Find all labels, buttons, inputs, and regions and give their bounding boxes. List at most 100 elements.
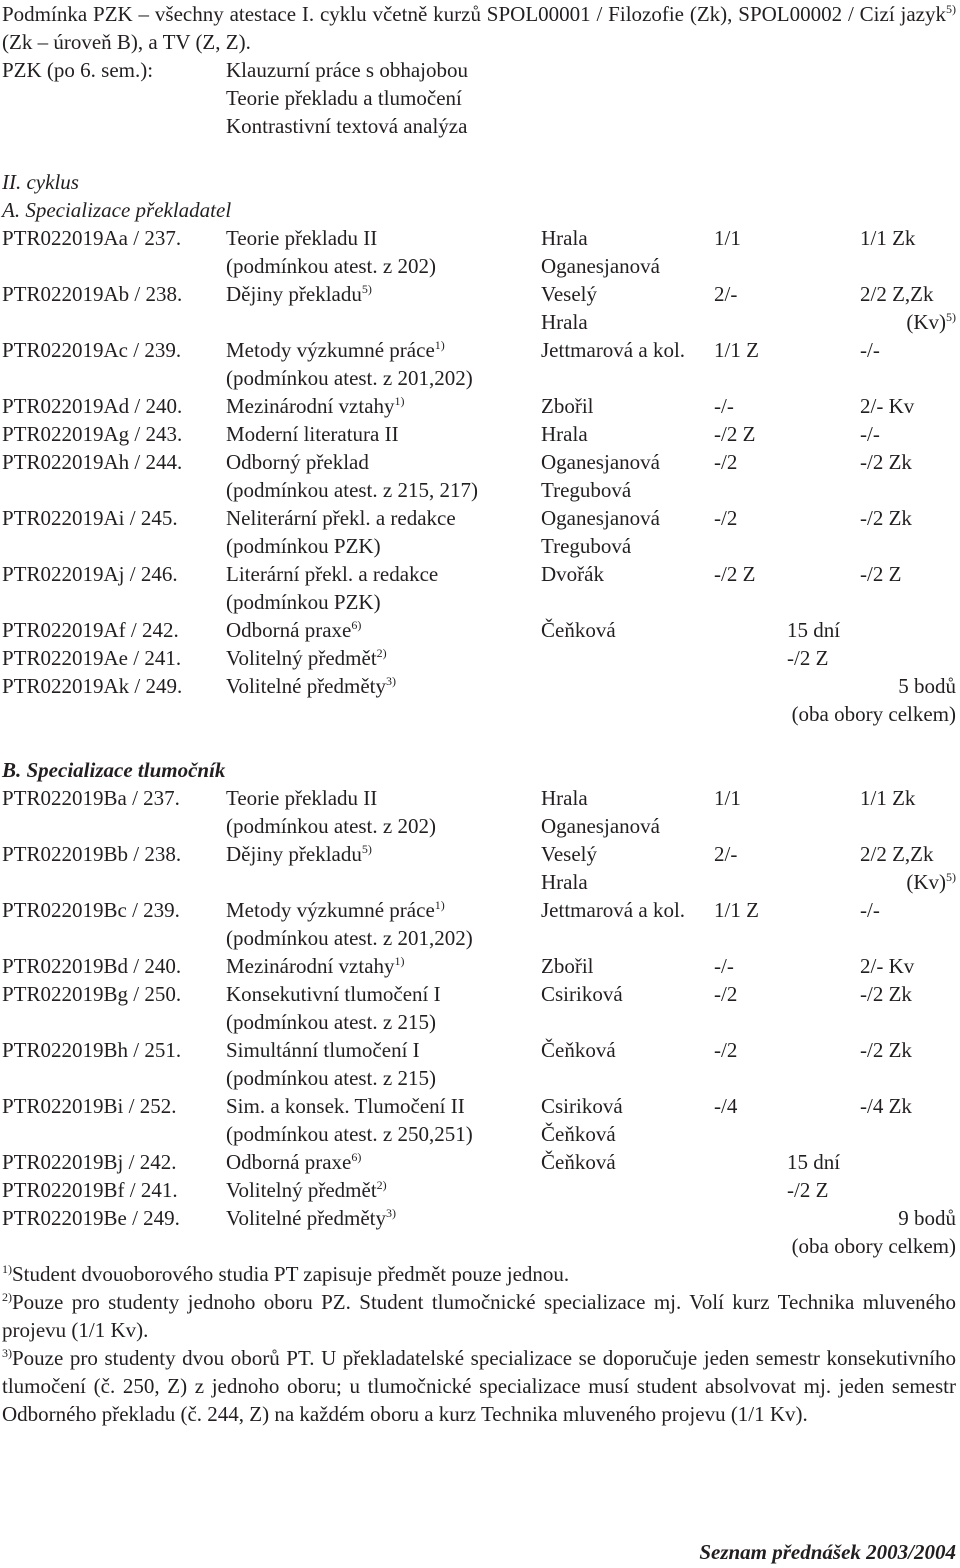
intro: Podmínka PZK – všechny atestace I. cyklu… (2, 0, 956, 56)
course-code: PTR022019Bg / 250. (2, 980, 181, 1008)
credit-text: 1/1 Zk (860, 786, 916, 810)
pzk-label: PZK (po 6. sem.): (2, 56, 153, 84)
teacher: Csiriková (541, 980, 623, 1008)
course-row: PTR022019Ai / 245. Neliterární překl. a r… (2, 504, 956, 560)
superscript: 1) (394, 954, 405, 968)
course-condition: (podmínkou PZK) (226, 532, 381, 560)
teacher-text: Hrala (541, 422, 588, 446)
hours-text: -/- (714, 394, 734, 418)
course-code: PTR022019Be / 249. (2, 1204, 180, 1232)
course-condition-text: (podmínkou atest. z 202) (226, 254, 436, 278)
hours: -/2 (714, 980, 737, 1008)
course-name: Metody výzkumné práce1) (226, 336, 445, 364)
course-condition: (podmínkou atest. z 215) (226, 1008, 436, 1036)
credit: 2/- Kv (860, 952, 914, 980)
teacher: Oganesjanová (541, 252, 660, 280)
course-row: PTR022019Bf / 241. Volitelný předmět2) -/2… (2, 1176, 956, 1204)
course-name-text: Moderní literatura II (226, 422, 399, 446)
course-code: PTR022019Ai / 245. (2, 504, 178, 532)
credit-mid: 15 dní (787, 616, 840, 644)
course-code: PTR022019Bb / 238. (2, 840, 181, 868)
superscript: 3) (2, 1346, 12, 1360)
credit: -/- (860, 336, 880, 364)
teacher: Hrala (541, 420, 588, 448)
credit-mid-text: -/2 Z (787, 1178, 829, 1202)
course-code: PTR022019Aa / 237. (2, 224, 181, 252)
superscript: 6) (351, 618, 362, 632)
teacher-text: Zbořil (541, 954, 594, 978)
course-row: PTR022019Bd / 240. Mezinárodní vztahy1) Zb… (2, 952, 956, 980)
course-code-text: PTR022019Ag / 243. (2, 422, 183, 446)
course-row: PTR022019Ab / 238. Dějiny překladu5) Vesel… (2, 280, 956, 336)
superscript: 5) (946, 2, 956, 16)
course-code-text: PTR022019Ah / 244. (2, 450, 183, 474)
course-name: Odborná praxe6) (226, 616, 361, 644)
course-code: PTR022019Ab / 238. (2, 280, 182, 308)
teacher-text: Čeňková (541, 618, 616, 642)
course-row: PTR022019Af / 242. Odborná praxe6) Čeňková… (2, 616, 956, 644)
course-name-text: Odborná praxe (226, 618, 352, 642)
credit-total-text: (oba obory celkem) (791, 702, 956, 726)
hours: 1/1 Z (714, 336, 759, 364)
credit: -/2 Zk (860, 980, 912, 1008)
cycle: II. cyklus (2, 168, 956, 196)
credit-note-text: (Kv) (906, 870, 946, 894)
credit-text: 2/- Kv (860, 394, 915, 418)
course-row: PTR022019Bg / 250. Konsekutivní tlumočení… (2, 980, 956, 1036)
teacher-text: Čeňková (541, 1150, 616, 1174)
hours: -/2 Z (714, 420, 755, 448)
teacher: Hrala (541, 784, 588, 812)
course-condition-text: (podmínkou atest. z 201,202) (226, 366, 473, 390)
teacher: Zbořil (541, 952, 594, 980)
course-condition-text: (podmínkou atest. z 201,202) (226, 926, 473, 950)
superscript: 1) (434, 898, 445, 912)
credit-text: -/2 Zk (860, 1038, 912, 1062)
footnote: 3)Pouze pro studenty dvou oborů PT. U př… (2, 1344, 956, 1428)
credit-note: (Kv)5) (906, 868, 956, 896)
hours: -/2 Z (714, 560, 755, 588)
course-condition: (podmínkou atest. z 201,202) (226, 364, 473, 392)
superscript: 5) (361, 842, 372, 856)
superscript: 5) (361, 282, 372, 296)
course-code: PTR022019Ak / 249. (2, 672, 182, 700)
course-code: PTR022019Bi / 252. (2, 1092, 176, 1120)
credit-total: 9 bodů (898, 1204, 956, 1232)
credit-text: 2/2 Z,Zk (860, 282, 934, 306)
course-name: Mezinárodní vztahy1) (226, 952, 405, 980)
course-code: PTR022019Ae / 241. (2, 644, 181, 672)
course-name: Dějiny překladu5) (226, 840, 372, 868)
course-name: Metody výzkumné práce1) (226, 896, 445, 924)
intro-paragraph: Podmínka PZK – všechny atestace I. cyklu… (2, 0, 956, 56)
course-row: PTR022019Bc / 239. Metody výzkumné práce1… (2, 896, 956, 952)
pzk: PZK (po 6. sem.): Klauzurní práce s obhaj… (2, 56, 956, 140)
course-code-text: PTR022019Ba / 237. (2, 786, 180, 810)
course-row: PTR022019Bb / 238. Dějiny překladu5) Vesel… (2, 840, 956, 896)
course-name-text: Konsekutivní tlumočení I (226, 982, 441, 1006)
course-name-text: Teorie překladu II (226, 226, 378, 250)
course-condition-text: (podmínkou atest. z 215) (226, 1066, 436, 1090)
credit-text: -/- (860, 898, 880, 922)
teacher-text: Hrala (541, 870, 588, 894)
hours-text: -/2 Z (714, 422, 756, 446)
course-row: PTR022019Ac / 239. Metody výzkumné práce1… (2, 336, 956, 392)
credit-text: -/- (860, 338, 880, 362)
course-name-text: Dějiny překladu (226, 282, 362, 306)
course-code-text: PTR022019Af / 242. (2, 618, 179, 642)
course-code: PTR022019Af / 242. (2, 616, 179, 644)
credit-text: 1/1 Zk (860, 226, 916, 250)
course-condition: (podmínkou atest. z 201,202) (226, 924, 473, 952)
superscript: 1) (394, 394, 405, 408)
hours-text: 1/1 (714, 226, 741, 250)
credit: -/- (860, 420, 880, 448)
hours-text: -/- (714, 954, 734, 978)
credit-text: -/2 Z (860, 562, 902, 586)
superscript: 2) (376, 1178, 387, 1192)
credit: -/2 Zk (860, 504, 912, 532)
teacher-text: Hrala (541, 310, 588, 334)
course-name-text: Metody výzkumné práce (226, 898, 435, 922)
pzk-item-text: Kontrastivní textová analýza (226, 114, 468, 138)
footer: Seznam přednášek 2003/2004 (699, 1540, 956, 1564)
course-name: Odborná praxe6) (226, 1148, 361, 1176)
course-condition: (podmínkou atest. z 215) (226, 1064, 436, 1092)
course-row: PTR022019Ad / 240. Mezinárodní vztahy1) Zb… (2, 392, 956, 420)
